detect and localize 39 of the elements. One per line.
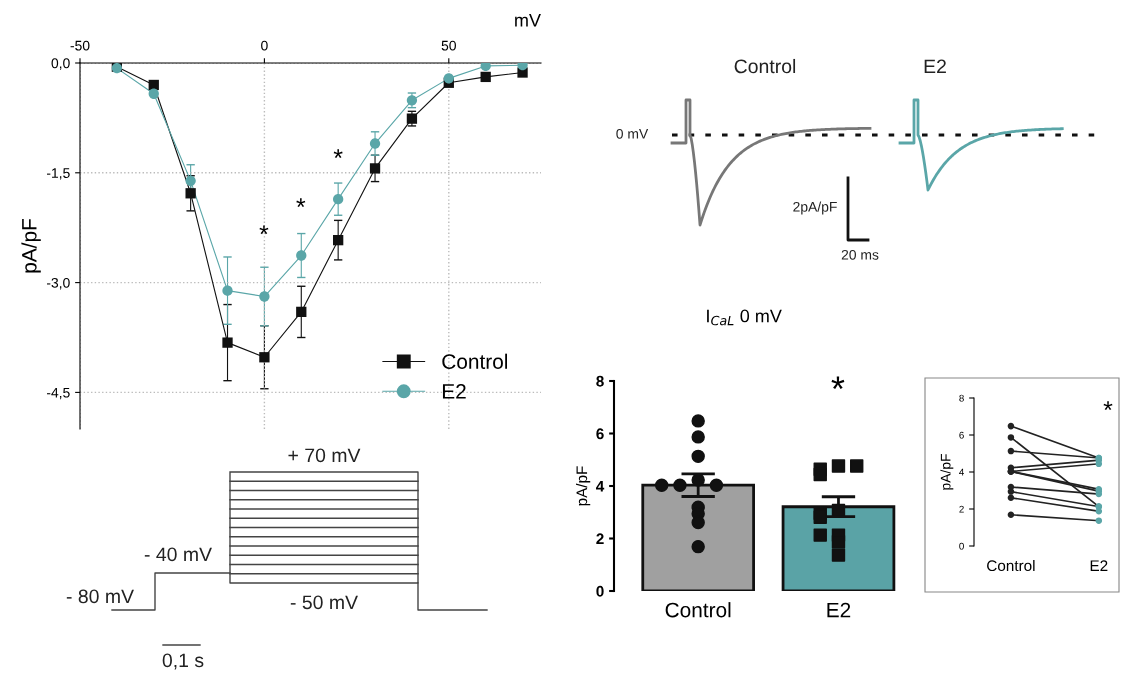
- x-axis-title: mV: [515, 13, 541, 27]
- annotation: *: [1103, 401, 1113, 411]
- text: 20 ms: [841, 249, 879, 260]
- text: - 40 mV: [144, 547, 212, 562]
- annotation: *: [296, 198, 306, 208]
- y-tick-label: 2: [596, 533, 604, 545]
- text: - 80 mV: [66, 589, 134, 604]
- y-tick-label: -4,5: [46, 387, 70, 400]
- text: 0,1 s: [162, 653, 204, 670]
- text: 2pA/pF: [793, 201, 837, 215]
- x-tick-label: 50: [441, 40, 456, 51]
- y-tick-label: -3,0: [46, 277, 70, 290]
- y-tick-label: 0: [959, 542, 964, 550]
- y-tick-label: 6: [959, 431, 964, 439]
- y-tick-label: 8: [596, 375, 604, 387]
- y-tick-label: 4: [959, 468, 964, 476]
- text: E2: [924, 59, 946, 74]
- y-tick-label: 8: [959, 394, 964, 402]
- x-tick-label: 0: [261, 40, 268, 51]
- y-axis-title: pA/pF: [21, 219, 41, 273]
- y-tick-label: 2: [959, 505, 964, 513]
- y-axis-title: pA/pF: [575, 466, 591, 506]
- text: - 50 mV: [290, 595, 358, 610]
- text: + 70 mV: [288, 448, 361, 463]
- legend-label: E2: [442, 384, 466, 399]
- x-tick-label: -50: [70, 40, 90, 51]
- chart-title: I$_{CaL}$ 0 mV: [707, 309, 782, 326]
- legend-label: Control: [442, 353, 508, 369]
- y-tick-label: 0,0: [51, 58, 70, 70]
- annotation: *: [259, 225, 269, 235]
- y-tick-label: 6: [596, 428, 604, 440]
- annotation: *: [831, 376, 845, 390]
- y-axis-title: pA/pF: [940, 454, 954, 490]
- y-tick-label: 4: [596, 481, 605, 492]
- text: 0 mV: [616, 128, 649, 139]
- y-tick-label: 0: [596, 585, 604, 597]
- text: Control: [734, 58, 796, 74]
- y-tick-label: -1,5: [46, 168, 70, 180]
- annotation: *: [333, 149, 343, 159]
